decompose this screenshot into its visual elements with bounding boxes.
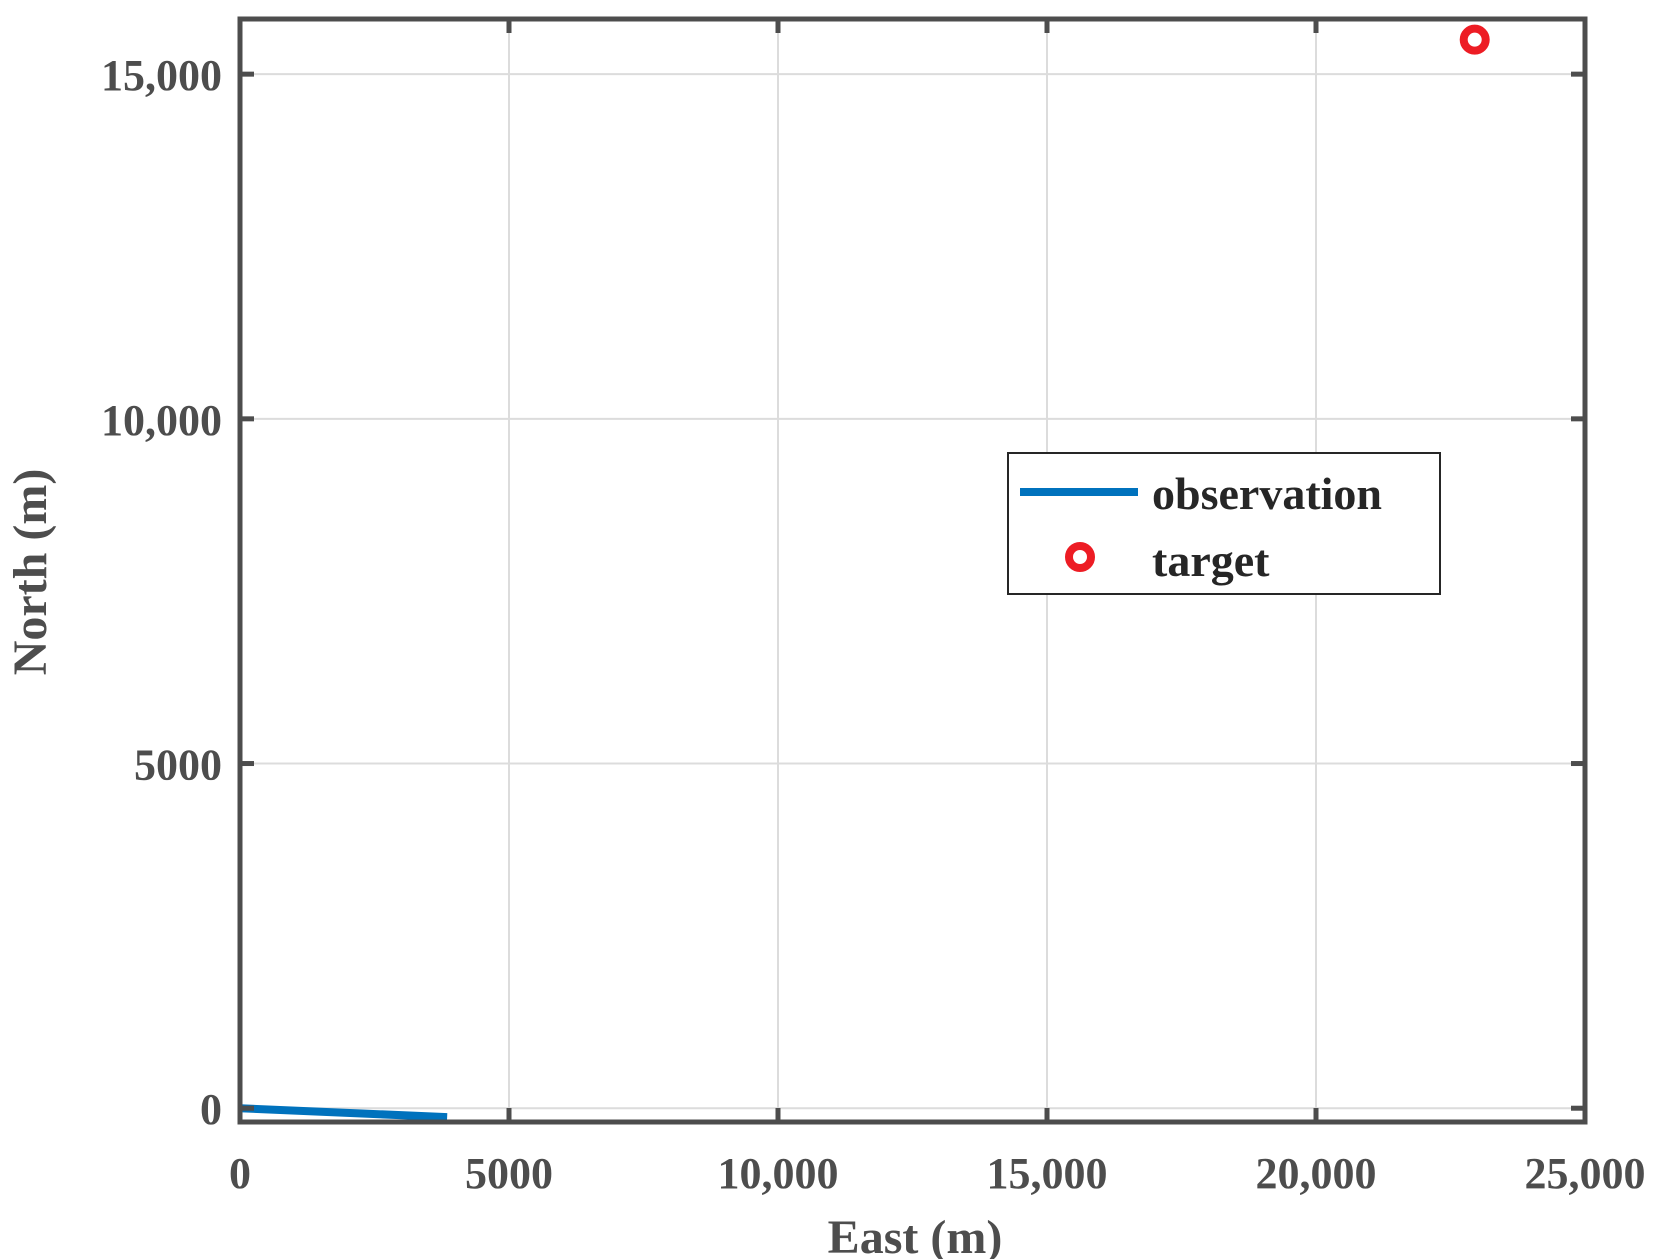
x-tick-label: 5000	[465, 1149, 553, 1198]
tick-labels: 0 5000 10,000 15,000 20,000 25,000 0 5000 10,000…	[101, 51, 1646, 1198]
series-target-marker	[1459, 24, 1490, 55]
plot-frame	[237, 16, 1588, 1125]
y-tick-label: 15,000	[101, 51, 222, 100]
series-observation-line	[239, 1104, 448, 1122]
x-tick-label: 0	[229, 1149, 251, 1198]
plot-series	[239, 24, 1490, 1122]
x-tick-label: 20,000	[1256, 1149, 1377, 1198]
x-tick-label: 15,000	[987, 1149, 1108, 1198]
y-tick-label: 0	[200, 1085, 222, 1134]
x-tick-label: 25,000	[1525, 1149, 1646, 1198]
x-axis-label: East (m)	[828, 1211, 1003, 1259]
y-tick-label: 10,000	[101, 396, 222, 445]
x-tick-label: 10,000	[718, 1149, 839, 1198]
y-axis-label: North (m)	[4, 469, 57, 676]
legend-observation-label: observation	[1152, 468, 1382, 519]
legend-target-marker-sample	[1065, 542, 1095, 572]
tick-marks	[237, 19, 1588, 1122]
y-tick-label: 5000	[134, 741, 222, 790]
legend-target-label: target	[1152, 535, 1270, 586]
legend: observation target	[1007, 452, 1441, 595]
